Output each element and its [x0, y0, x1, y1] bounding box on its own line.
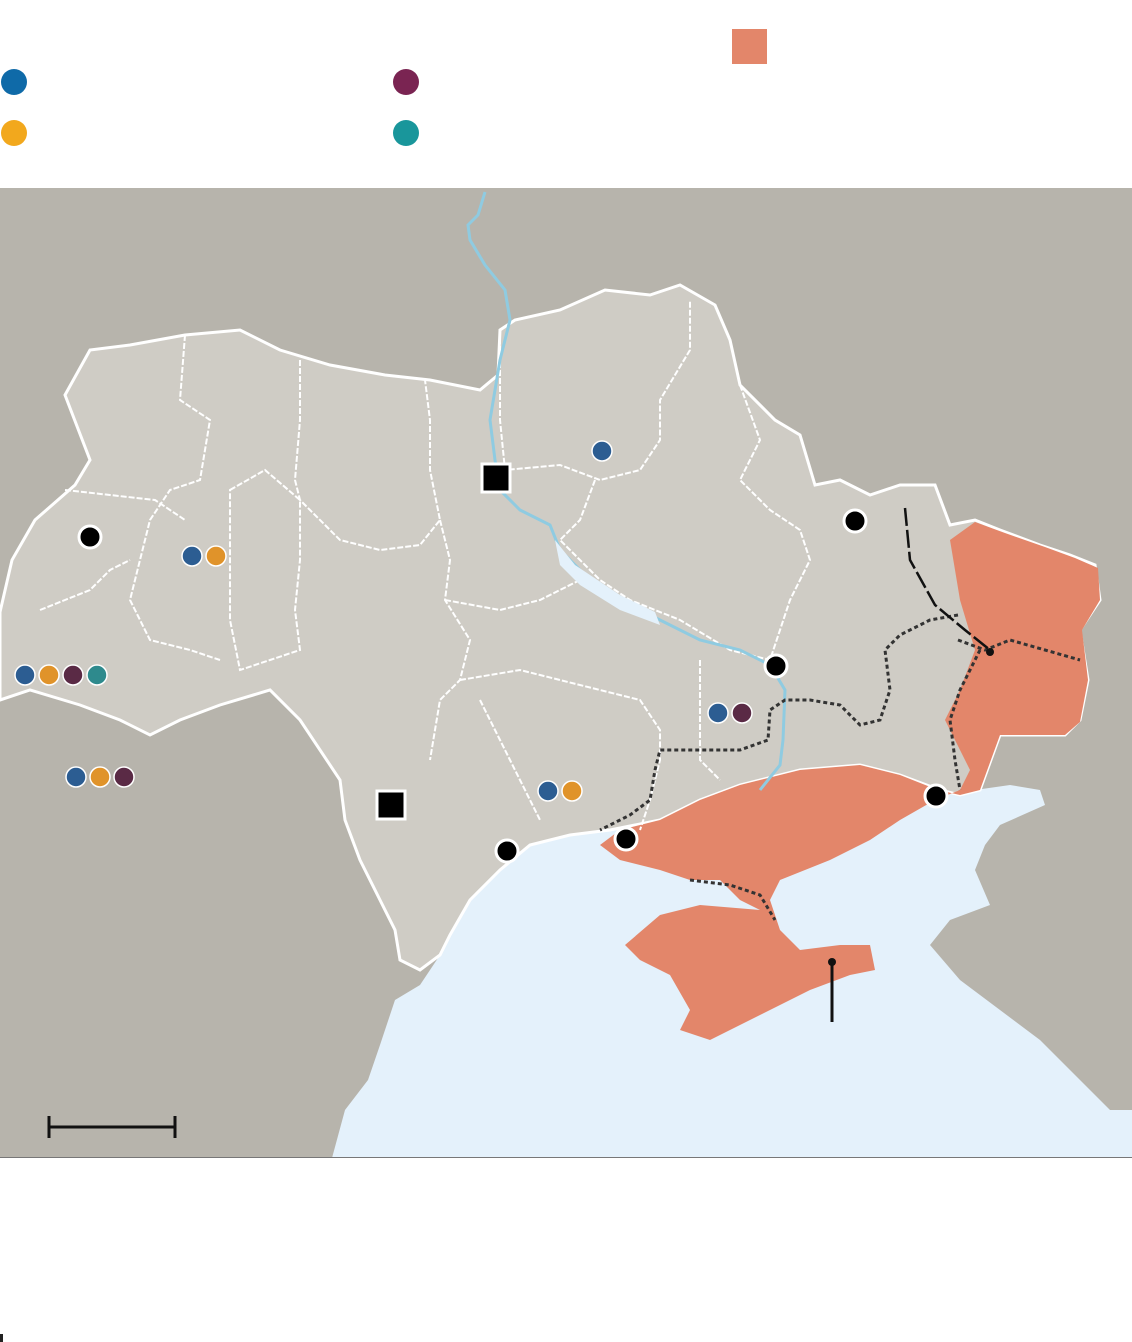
city-marker-odesa [494, 838, 520, 864]
marker-blue [14, 664, 36, 686]
legend-marker-purple [393, 69, 419, 95]
ukraine-map [0, 188, 1132, 1158]
capital-marker-chisinau [375, 789, 407, 821]
city-marker-lviv [77, 524, 103, 550]
city-markers [77, 508, 949, 864]
marker-purple [731, 702, 753, 724]
marker-orange [38, 664, 60, 686]
marker-orange [561, 780, 583, 802]
capital-marker-kyiv [480, 462, 512, 494]
marker-blue [65, 766, 87, 788]
front-line [599, 613, 1081, 921]
marker-orange [89, 766, 111, 788]
marker-orange [205, 545, 227, 567]
city-marker-kharkiv [842, 508, 868, 534]
marker-purple [62, 664, 84, 686]
city-marker-dnipro [763, 653, 789, 679]
city-marker-kherson [613, 826, 639, 852]
marker-clusters [14, 440, 753, 802]
occupied-territory [600, 522, 1100, 1040]
marker-purple [113, 766, 135, 788]
kakhovka-reservoir [555, 540, 660, 625]
marker-teal [86, 664, 108, 686]
city-marker-mariupol [923, 783, 949, 809]
marker-blue [537, 780, 559, 802]
legend-marker-orange [1, 120, 27, 146]
marker-blue [181, 545, 203, 567]
legend-marker-blue [1, 69, 27, 95]
marker-blue [591, 440, 613, 462]
footer-tick [0, 1334, 3, 1342]
annotation-point-crimea [828, 958, 836, 966]
legend-occupied-swatch [732, 29, 767, 64]
legend-marker-teal [393, 120, 419, 146]
annotation-line-east [903, 507, 991, 651]
map-bottom-rule [0, 1157, 1132, 1158]
annotation-point-east [986, 648, 994, 656]
marker-blue [707, 702, 729, 724]
scale-bar [47, 1116, 177, 1138]
oblast-borders [39, 300, 812, 831]
